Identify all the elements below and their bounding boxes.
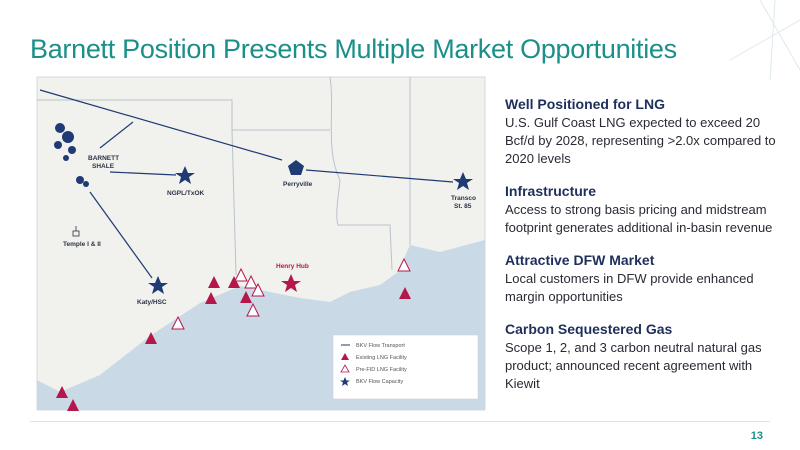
decor-lines xyxy=(729,0,800,81)
legend-triangle-open xyxy=(340,364,350,373)
label: Henry Hub xyxy=(276,263,309,270)
section-heading: Well Positioned for LNG xyxy=(505,96,665,112)
existing-lng xyxy=(56,276,411,411)
legend-entry: BKV Flow Transport xyxy=(356,343,405,349)
henry-hub-star xyxy=(281,274,301,292)
footer-rule xyxy=(30,421,770,422)
label: Transco xyxy=(451,195,476,202)
section: Carbon Sequestered Gas Scope 1, 2, and 3 … xyxy=(505,321,777,393)
section: Attractive DFW Market Local customers in … xyxy=(505,252,777,306)
label: SHALE xyxy=(92,163,115,170)
section-body: Local customers in DFW provide enhanced … xyxy=(505,271,754,304)
label: NGPL/TxOK xyxy=(167,190,205,197)
legend-entry: Pre-FID LNG Facility xyxy=(356,367,407,373)
section-body: Scope 1, 2, and 3 carbon neutral natural… xyxy=(505,340,762,391)
legend-triangle xyxy=(341,353,349,360)
page-number: 13 xyxy=(750,430,763,442)
slide-title: Barnett Position Presents Multiple Marke… xyxy=(30,34,677,64)
legend-entry: BKV Flow Capacity xyxy=(356,379,403,385)
flow-arrows xyxy=(39,89,454,279)
prefid-lng xyxy=(171,257,411,330)
temple-icon xyxy=(72,226,80,237)
legend-entry: Existing LNG Facility xyxy=(356,355,407,361)
barnett-shale xyxy=(54,123,89,187)
text-column: Well Positioned for LNG U.S. Gulf Coast L… xyxy=(505,96,777,408)
star-markers xyxy=(148,160,473,294)
legend-star xyxy=(340,377,350,386)
label: BARNETT xyxy=(88,155,119,162)
label: Perryville xyxy=(283,181,313,188)
section-body: U.S. Gulf Coast LNG expected to exceed 2… xyxy=(505,115,776,166)
section-heading: Infrastructure xyxy=(505,183,597,199)
state-borders xyxy=(37,76,411,276)
section-heading: Carbon Sequestered Gas xyxy=(505,321,673,337)
label: St. 85 xyxy=(454,203,472,210)
section-heading: Attractive DFW Market xyxy=(505,252,655,268)
legend-box xyxy=(332,334,479,400)
label: Temple I & II xyxy=(63,241,101,248)
section-body: Access to strong basis pricing and midst… xyxy=(505,202,773,235)
section: Well Positioned for LNG U.S. Gulf Coast L… xyxy=(505,96,777,168)
label: Katy/HSC xyxy=(137,299,167,306)
section: Infrastructure Access to strong basis pri… xyxy=(505,183,777,237)
